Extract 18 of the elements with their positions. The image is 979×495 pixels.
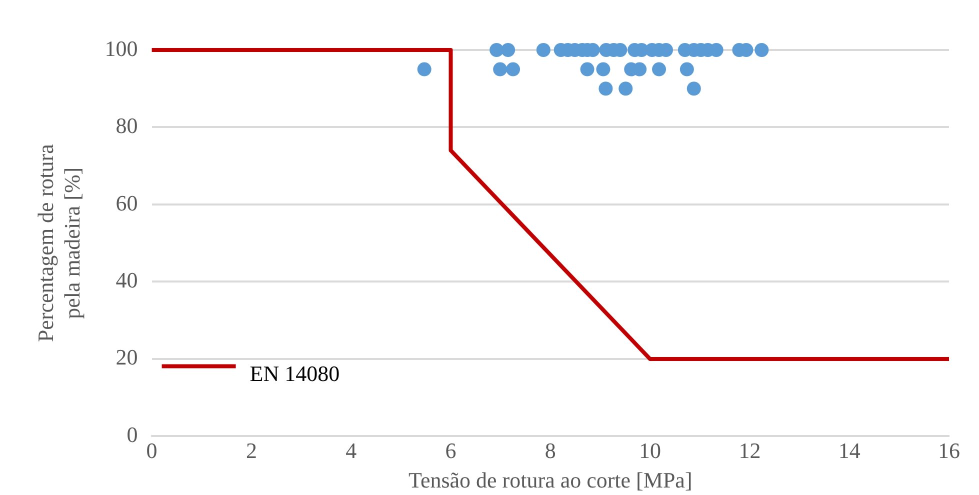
y-tick-label: 60 [116, 190, 138, 216]
x-tick-label: 2 [246, 438, 257, 464]
x-tick-label: 8 [544, 438, 556, 464]
y-tick-label: 0 [126, 422, 138, 447]
y-tick-label: 40 [116, 268, 138, 292]
x-tick-label: 10 [639, 438, 662, 464]
x-tick-label: 0 [146, 438, 158, 464]
x-axis-title: Tensão de rotura ao corte [MPa] [408, 468, 692, 493]
x-tick-label: 4 [346, 438, 357, 464]
x-tick-label: 16 [938, 438, 960, 464]
y-axis-title: Percentagem de rotura pela madeira [%] [32, 144, 84, 342]
x-tick-label: 14 [838, 438, 860, 464]
x-tick-label: 12 [738, 438, 761, 464]
x-tick-label: 6 [445, 438, 456, 464]
y-tick-label: 100 [104, 36, 138, 61]
y-tick-label: 80 [116, 113, 138, 138]
legend-label: EN 14080 [250, 360, 340, 386]
y-tick-label: 20 [116, 344, 138, 370]
